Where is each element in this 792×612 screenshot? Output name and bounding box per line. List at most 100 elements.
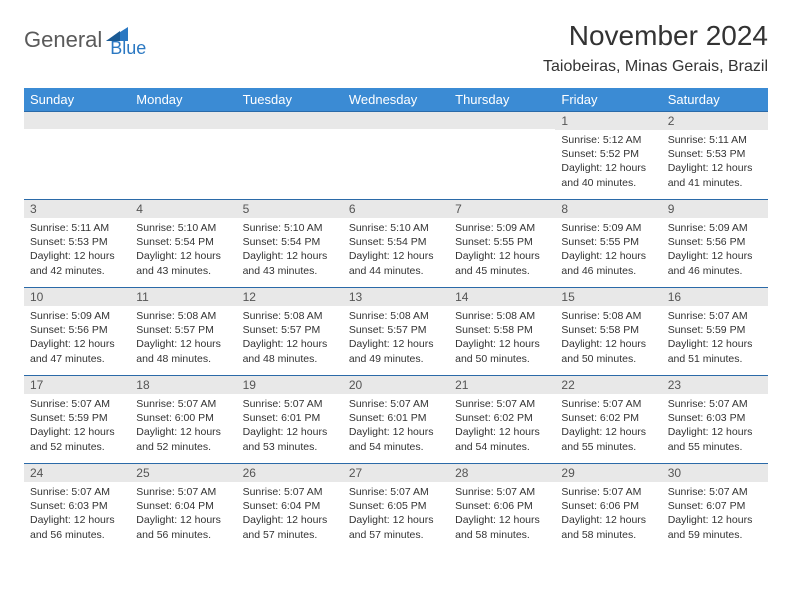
calendar-cell: 17Sunrise: 5:07 AMSunset: 5:59 PMDayligh… <box>24 376 130 464</box>
calendar-cell: 18Sunrise: 5:07 AMSunset: 6:00 PMDayligh… <box>130 376 236 464</box>
weekday-header: Thursday <box>449 88 555 112</box>
day-number: 16 <box>662 288 768 306</box>
calendar-cell: 16Sunrise: 5:07 AMSunset: 5:59 PMDayligh… <box>662 288 768 376</box>
day-info: Sunrise: 5:07 AMSunset: 6:03 PMDaylight:… <box>24 482 130 545</box>
day-number: 18 <box>130 376 236 394</box>
day-number: 24 <box>24 464 130 482</box>
calendar-row: 3Sunrise: 5:11 AMSunset: 5:53 PMDaylight… <box>24 200 768 288</box>
day-number: 13 <box>343 288 449 306</box>
day-info: Sunrise: 5:08 AMSunset: 5:57 PMDaylight:… <box>237 306 343 369</box>
day-info: Sunrise: 5:08 AMSunset: 5:57 PMDaylight:… <box>130 306 236 369</box>
day-info: Sunrise: 5:09 AMSunset: 5:56 PMDaylight:… <box>662 218 768 281</box>
calendar-row: 10Sunrise: 5:09 AMSunset: 5:56 PMDayligh… <box>24 288 768 376</box>
day-info: Sunrise: 5:07 AMSunset: 6:00 PMDaylight:… <box>130 394 236 457</box>
calendar-page: General Blue November 2024 Taiobeiras, M… <box>0 0 792 572</box>
day-number: 7 <box>449 200 555 218</box>
calendar-cell <box>449 112 555 200</box>
day-info: Sunrise: 5:09 AMSunset: 5:56 PMDaylight:… <box>24 306 130 369</box>
day-number: 4 <box>130 200 236 218</box>
day-number: 27 <box>343 464 449 482</box>
day-number: 19 <box>237 376 343 394</box>
day-number <box>130 112 236 129</box>
day-info: Sunrise: 5:09 AMSunset: 5:55 PMDaylight:… <box>555 218 661 281</box>
location: Taiobeiras, Minas Gerais, Brazil <box>543 58 768 76</box>
day-info: Sunrise: 5:07 AMSunset: 6:04 PMDaylight:… <box>237 482 343 545</box>
day-number <box>449 112 555 129</box>
weekday-header: Saturday <box>662 88 768 112</box>
calendar-cell: 20Sunrise: 5:07 AMSunset: 6:01 PMDayligh… <box>343 376 449 464</box>
day-number: 9 <box>662 200 768 218</box>
calendar-body: 1Sunrise: 5:12 AMSunset: 5:52 PMDaylight… <box>24 112 768 552</box>
day-info: Sunrise: 5:07 AMSunset: 6:01 PMDaylight:… <box>237 394 343 457</box>
calendar-cell: 9Sunrise: 5:09 AMSunset: 5:56 PMDaylight… <box>662 200 768 288</box>
weekday-header: Tuesday <box>237 88 343 112</box>
month-title: November 2024 <box>543 20 768 52</box>
day-number: 10 <box>24 288 130 306</box>
calendar-row: 1Sunrise: 5:12 AMSunset: 5:52 PMDaylight… <box>24 112 768 200</box>
day-number: 8 <box>555 200 661 218</box>
day-number: 30 <box>662 464 768 482</box>
calendar-cell: 5Sunrise: 5:10 AMSunset: 5:54 PMDaylight… <box>237 200 343 288</box>
day-info: Sunrise: 5:10 AMSunset: 5:54 PMDaylight:… <box>237 218 343 281</box>
day-info: Sunrise: 5:07 AMSunset: 6:02 PMDaylight:… <box>449 394 555 457</box>
calendar-cell: 4Sunrise: 5:10 AMSunset: 5:54 PMDaylight… <box>130 200 236 288</box>
calendar-cell: 21Sunrise: 5:07 AMSunset: 6:02 PMDayligh… <box>449 376 555 464</box>
day-info: Sunrise: 5:07 AMSunset: 6:06 PMDaylight:… <box>555 482 661 545</box>
day-info: Sunrise: 5:11 AMSunset: 5:53 PMDaylight:… <box>662 130 768 193</box>
day-info: Sunrise: 5:09 AMSunset: 5:55 PMDaylight:… <box>449 218 555 281</box>
logo: General Blue <box>24 20 146 59</box>
calendar-cell: 11Sunrise: 5:08 AMSunset: 5:57 PMDayligh… <box>130 288 236 376</box>
weekday-header: Friday <box>555 88 661 112</box>
day-number: 1 <box>555 112 661 130</box>
calendar-cell: 23Sunrise: 5:07 AMSunset: 6:03 PMDayligh… <box>662 376 768 464</box>
day-number: 5 <box>237 200 343 218</box>
header: General Blue November 2024 Taiobeiras, M… <box>24 20 768 76</box>
weekday-header: Wednesday <box>343 88 449 112</box>
calendar-cell <box>130 112 236 200</box>
day-info <box>237 129 343 187</box>
day-number: 14 <box>449 288 555 306</box>
day-info: Sunrise: 5:10 AMSunset: 5:54 PMDaylight:… <box>343 218 449 281</box>
calendar-cell: 25Sunrise: 5:07 AMSunset: 6:04 PMDayligh… <box>130 464 236 552</box>
day-info <box>449 129 555 187</box>
weekday-row: Sunday Monday Tuesday Wednesday Thursday… <box>24 88 768 112</box>
day-number: 3 <box>24 200 130 218</box>
calendar-row: 24Sunrise: 5:07 AMSunset: 6:03 PMDayligh… <box>24 464 768 552</box>
day-info: Sunrise: 5:07 AMSunset: 6:07 PMDaylight:… <box>662 482 768 545</box>
calendar-cell: 15Sunrise: 5:08 AMSunset: 5:58 PMDayligh… <box>555 288 661 376</box>
day-number <box>24 112 130 129</box>
calendar-cell: 19Sunrise: 5:07 AMSunset: 6:01 PMDayligh… <box>237 376 343 464</box>
calendar-cell: 7Sunrise: 5:09 AMSunset: 5:55 PMDaylight… <box>449 200 555 288</box>
calendar-cell: 14Sunrise: 5:08 AMSunset: 5:58 PMDayligh… <box>449 288 555 376</box>
day-info: Sunrise: 5:07 AMSunset: 6:01 PMDaylight:… <box>343 394 449 457</box>
weekday-header: Sunday <box>24 88 130 112</box>
title-block: November 2024 Taiobeiras, Minas Gerais, … <box>543 20 768 76</box>
day-number: 17 <box>24 376 130 394</box>
day-number: 6 <box>343 200 449 218</box>
day-info: Sunrise: 5:07 AMSunset: 6:02 PMDaylight:… <box>555 394 661 457</box>
calendar-cell: 22Sunrise: 5:07 AMSunset: 6:02 PMDayligh… <box>555 376 661 464</box>
day-info: Sunrise: 5:08 AMSunset: 5:58 PMDaylight:… <box>555 306 661 369</box>
day-number: 25 <box>130 464 236 482</box>
calendar-cell: 26Sunrise: 5:07 AMSunset: 6:04 PMDayligh… <box>237 464 343 552</box>
day-info: Sunrise: 5:07 AMSunset: 5:59 PMDaylight:… <box>24 394 130 457</box>
day-number: 12 <box>237 288 343 306</box>
day-info <box>343 129 449 187</box>
calendar-cell <box>343 112 449 200</box>
day-number: 22 <box>555 376 661 394</box>
day-number: 21 <box>449 376 555 394</box>
day-number: 26 <box>237 464 343 482</box>
calendar-cell: 28Sunrise: 5:07 AMSunset: 6:06 PMDayligh… <box>449 464 555 552</box>
day-number: 23 <box>662 376 768 394</box>
calendar-cell: 29Sunrise: 5:07 AMSunset: 6:06 PMDayligh… <box>555 464 661 552</box>
day-info: Sunrise: 5:07 AMSunset: 5:59 PMDaylight:… <box>662 306 768 369</box>
day-number: 28 <box>449 464 555 482</box>
calendar-cell: 27Sunrise: 5:07 AMSunset: 6:05 PMDayligh… <box>343 464 449 552</box>
calendar-cell <box>237 112 343 200</box>
calendar-cell: 6Sunrise: 5:10 AMSunset: 5:54 PMDaylight… <box>343 200 449 288</box>
day-number: 20 <box>343 376 449 394</box>
calendar-table: Sunday Monday Tuesday Wednesday Thursday… <box>24 88 768 552</box>
calendar-cell: 3Sunrise: 5:11 AMSunset: 5:53 PMDaylight… <box>24 200 130 288</box>
calendar-cell: 30Sunrise: 5:07 AMSunset: 6:07 PMDayligh… <box>662 464 768 552</box>
logo-text-general: General <box>24 27 102 53</box>
